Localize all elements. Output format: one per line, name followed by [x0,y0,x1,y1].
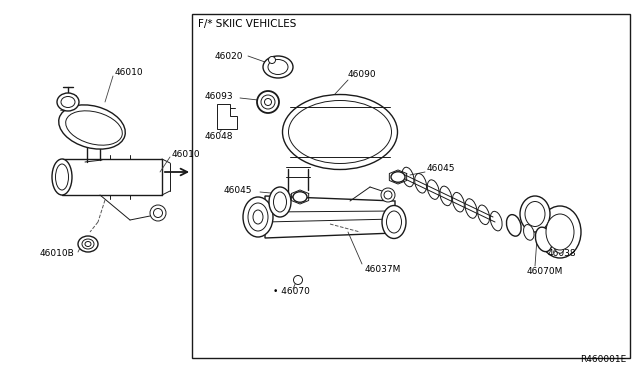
Ellipse shape [263,56,293,78]
Ellipse shape [282,94,397,170]
Text: 46020: 46020 [215,51,243,61]
Polygon shape [265,196,395,238]
Ellipse shape [269,57,275,64]
Ellipse shape [393,173,403,181]
Ellipse shape [546,214,574,250]
Ellipse shape [59,105,125,149]
Ellipse shape [243,197,273,237]
Ellipse shape [539,206,581,258]
Ellipse shape [524,225,534,240]
Text: 46010: 46010 [172,150,200,158]
Ellipse shape [248,203,268,231]
Text: R460001E: R460001E [580,355,626,364]
Ellipse shape [554,238,564,253]
Ellipse shape [297,195,303,199]
Ellipse shape [525,202,545,227]
Ellipse shape [150,205,166,221]
Ellipse shape [57,93,79,111]
Ellipse shape [506,215,521,236]
Text: 46045: 46045 [224,186,253,195]
Text: 46037M: 46037M [365,266,401,275]
Text: 46010B: 46010B [40,250,75,259]
Ellipse shape [381,188,395,202]
Ellipse shape [387,211,401,233]
Ellipse shape [395,175,401,179]
Text: 46038: 46038 [548,250,577,259]
Text: • 46070: • 46070 [273,288,310,296]
Ellipse shape [295,193,305,201]
Text: F/* SKIIC VEHICLES: F/* SKIIC VEHICLES [198,19,296,29]
Ellipse shape [382,205,406,238]
Ellipse shape [536,227,552,251]
Ellipse shape [261,95,275,109]
Text: 46070M: 46070M [527,267,563,276]
Text: 46093: 46093 [205,92,234,100]
Ellipse shape [52,159,72,195]
Ellipse shape [294,276,303,285]
Text: 46048: 46048 [205,131,234,141]
Ellipse shape [269,187,291,217]
Ellipse shape [293,192,307,202]
Ellipse shape [78,236,98,252]
Ellipse shape [257,91,279,113]
Text: 46010: 46010 [115,67,143,77]
Ellipse shape [520,196,550,232]
Ellipse shape [391,172,405,182]
Bar [192,14,630,358]
Text: 46045: 46045 [427,164,456,173]
Polygon shape [217,104,237,129]
Text: 46090: 46090 [348,70,376,78]
